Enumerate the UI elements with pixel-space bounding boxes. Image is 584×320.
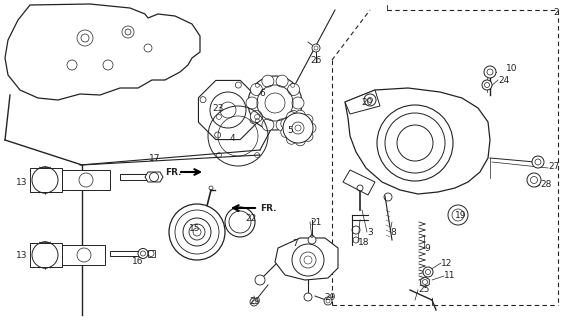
Text: 28: 28 [540, 180, 551, 188]
Text: 22: 22 [245, 213, 256, 222]
Text: 18: 18 [358, 237, 370, 246]
Circle shape [255, 275, 265, 285]
Text: 29: 29 [249, 298, 260, 307]
Circle shape [448, 205, 468, 225]
Polygon shape [62, 170, 110, 190]
Text: 9: 9 [424, 244, 430, 252]
Circle shape [484, 66, 496, 78]
Circle shape [308, 236, 316, 244]
Text: 26: 26 [310, 55, 322, 65]
Polygon shape [30, 168, 62, 192]
Circle shape [262, 75, 274, 87]
Polygon shape [145, 172, 163, 182]
Polygon shape [343, 170, 375, 195]
Circle shape [169, 204, 225, 260]
Circle shape [276, 119, 288, 131]
Text: FR.: FR. [260, 204, 276, 212]
Text: 17: 17 [150, 154, 161, 163]
Text: 24: 24 [498, 76, 509, 84]
Circle shape [250, 298, 258, 306]
Text: 19: 19 [455, 211, 467, 220]
Polygon shape [148, 250, 155, 257]
Text: 12: 12 [441, 259, 453, 268]
Polygon shape [30, 243, 62, 267]
Circle shape [283, 113, 313, 143]
Circle shape [262, 119, 274, 131]
Text: 15: 15 [189, 223, 201, 233]
Text: 4: 4 [229, 133, 235, 142]
Circle shape [225, 207, 255, 237]
Text: 6: 6 [259, 89, 265, 98]
Text: 16: 16 [132, 258, 144, 267]
Text: 7: 7 [292, 238, 298, 247]
Polygon shape [110, 251, 140, 256]
Polygon shape [62, 245, 105, 265]
Circle shape [306, 123, 316, 133]
Circle shape [312, 44, 320, 52]
Circle shape [296, 136, 305, 146]
Polygon shape [420, 277, 429, 287]
Circle shape [423, 267, 433, 277]
Text: 27: 27 [548, 162, 559, 171]
Circle shape [281, 127, 291, 138]
Circle shape [287, 84, 300, 95]
Text: 2: 2 [553, 7, 559, 17]
Polygon shape [199, 80, 258, 140]
Circle shape [303, 115, 313, 125]
Text: 25: 25 [418, 285, 429, 294]
Circle shape [276, 75, 288, 87]
Circle shape [303, 131, 313, 141]
Text: 29: 29 [324, 293, 336, 302]
Circle shape [482, 80, 492, 90]
Circle shape [287, 134, 297, 144]
Circle shape [364, 94, 376, 106]
Circle shape [292, 97, 304, 109]
Circle shape [304, 293, 312, 301]
Text: 5: 5 [287, 125, 293, 134]
Circle shape [248, 76, 302, 130]
Text: 8: 8 [390, 228, 396, 236]
Circle shape [287, 112, 297, 122]
Polygon shape [345, 88, 490, 194]
Polygon shape [120, 174, 148, 180]
Circle shape [287, 110, 300, 123]
Circle shape [246, 97, 258, 109]
Circle shape [251, 84, 262, 95]
Text: 11: 11 [444, 271, 456, 281]
Circle shape [251, 110, 262, 123]
Text: 21: 21 [310, 218, 321, 227]
Circle shape [532, 156, 544, 168]
Text: 3: 3 [367, 228, 373, 236]
Text: 13: 13 [16, 178, 28, 187]
Circle shape [527, 173, 541, 187]
Text: 20: 20 [361, 98, 373, 107]
Circle shape [296, 110, 305, 120]
Circle shape [324, 297, 332, 305]
Text: 10: 10 [506, 63, 517, 73]
Polygon shape [345, 90, 380, 114]
Circle shape [138, 249, 148, 259]
Circle shape [281, 118, 291, 129]
Polygon shape [5, 4, 200, 100]
Text: 23: 23 [213, 103, 224, 113]
Polygon shape [275, 238, 338, 280]
Text: 13: 13 [16, 251, 28, 260]
Text: FR.: FR. [165, 167, 182, 177]
